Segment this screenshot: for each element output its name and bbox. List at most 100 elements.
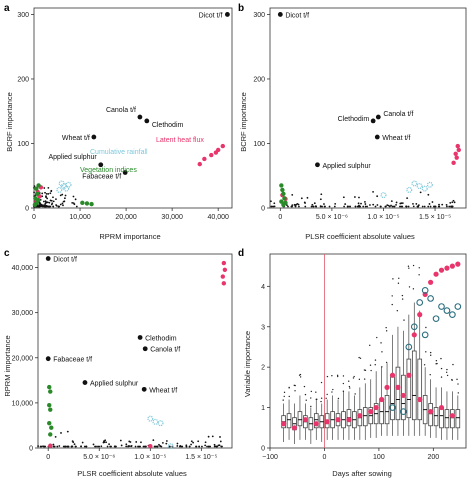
box-outlier: [294, 390, 296, 392]
box-outlier: [363, 369, 366, 371]
background-point: [71, 201, 74, 204]
pink-series-point: [222, 267, 228, 272]
lightblue-series-point: [63, 185, 70, 192]
background-point: [47, 186, 50, 189]
point-label: Fabaceae t/f: [82, 174, 121, 181]
background-point: [74, 198, 77, 201]
box-outlier: [440, 376, 443, 378]
x-tick-label: 0: [46, 454, 50, 461]
pink-point: [368, 409, 374, 415]
background-point: [33, 191, 35, 194]
labelled-point: [122, 170, 128, 175]
background-point: [427, 193, 430, 196]
pink-series-point: [148, 443, 153, 449]
background-point: [334, 202, 337, 205]
labelled-point: [98, 162, 104, 168]
background-point: [161, 441, 164, 444]
green-series-point: [281, 202, 286, 207]
box-outlier: [401, 294, 404, 297]
box-outlier: [380, 342, 382, 344]
background-point: [165, 440, 168, 442]
box-outlier: [385, 326, 387, 329]
x-tick-label: 0: [278, 214, 282, 221]
pink-point: [433, 271, 439, 277]
box: [362, 407, 368, 427]
background-point: [58, 445, 61, 447]
green-series-point: [48, 389, 53, 394]
box-outlier: [429, 351, 432, 354]
background-point: [441, 203, 444, 206]
background-point: [66, 430, 69, 433]
background-point: [50, 203, 53, 206]
box-outlier: [303, 385, 306, 388]
background-point: [357, 202, 360, 205]
point-label: Canola t/f: [150, 347, 180, 354]
panel-b-plot: 0 5.0 × 10⁻⁶ 1.0 × 10⁻⁵ 1.5 × 10⁻⁵ 0 100 200 30…: [253, 7, 467, 221]
lightblue-series-point: [58, 180, 65, 187]
background-point: [45, 201, 48, 204]
green-series-point: [47, 420, 52, 426]
lightblue-series-point: [380, 192, 387, 199]
teal-circle: [421, 287, 429, 294]
pink-point: [357, 413, 363, 419]
background-point: [114, 445, 117, 448]
pink-point: [384, 384, 390, 390]
panel-letter-d: d: [238, 248, 244, 259]
pink-series-point: [213, 150, 219, 155]
pink-point: [411, 332, 417, 338]
labelled-point: [142, 346, 148, 352]
panel-letter-b: b: [238, 3, 244, 14]
background-point: [72, 195, 75, 198]
box: [406, 358, 412, 419]
box-outlier: [304, 393, 307, 396]
background-point: [300, 197, 303, 200]
background-point: [217, 444, 220, 447]
background-point: [92, 443, 95, 446]
background-point: [188, 445, 191, 448]
background-point: [324, 205, 326, 208]
teal-circle: [449, 311, 456, 318]
pink-point: [438, 404, 445, 411]
teal-circle: [400, 408, 407, 415]
pink-series-point: [202, 156, 207, 162]
teal-circle: [443, 307, 451, 314]
box-outlier: [283, 391, 286, 394]
box-outlier: [401, 298, 404, 300]
background-point: [306, 196, 309, 199]
background-point: [195, 445, 197, 448]
background-point: [207, 435, 210, 438]
background-point: [59, 203, 62, 206]
box-outlier: [429, 374, 431, 376]
panel-a-plot: 0 10,000 20,000 30,000 40,000 0 100 200 300 Dicot…: [17, 7, 233, 221]
box-outlier: [349, 387, 351, 389]
background-point: [328, 205, 331, 208]
lightblue-series-point: [406, 186, 413, 193]
pink-point: [438, 267, 445, 273]
background-point: [407, 205, 410, 208]
background-point: [61, 193, 64, 196]
box-outlier: [408, 286, 411, 288]
box-outlier: [310, 405, 312, 408]
background-point: [50, 190, 53, 193]
background-point: [376, 195, 379, 198]
background-point: [42, 200, 45, 203]
green-series-point: [48, 407, 53, 412]
background-point: [48, 201, 51, 204]
pink-point: [281, 421, 287, 427]
y-tick-label: 200: [17, 76, 29, 83]
background-point: [364, 201, 366, 203]
background-point: [388, 205, 391, 208]
box-outlier: [320, 397, 323, 399]
background-point: [49, 192, 52, 195]
background-point: [62, 204, 64, 207]
background-point: [313, 202, 316, 205]
background-point: [135, 441, 138, 443]
box-outlier: [381, 366, 383, 368]
point-label: Dicot t/f: [53, 257, 77, 264]
y-tick-label: 1: [261, 405, 265, 412]
labelled-point: [315, 162, 320, 168]
background-point: [273, 202, 276, 205]
box-outlier: [392, 278, 394, 280]
pink-point: [417, 312, 423, 318]
